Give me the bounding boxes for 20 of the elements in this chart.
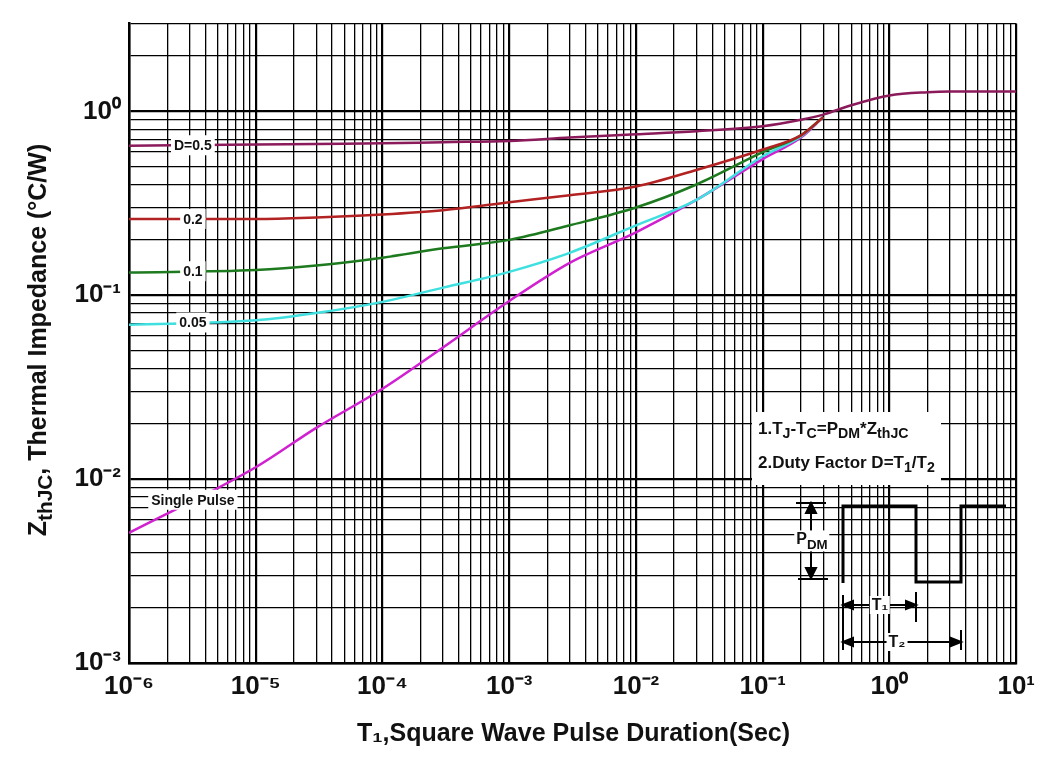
series-label: 0.2 — [183, 210, 203, 227]
x-tick-label: 10⁻³ — [485, 669, 533, 700]
x-tick-label: 10⁻⁴ — [357, 669, 408, 700]
series-label: D=0.5 — [174, 136, 212, 153]
series-label: 0.05 — [179, 314, 207, 331]
y-tick-label: 10⁻¹ — [74, 278, 121, 309]
x-tick-label: 10¹ — [997, 669, 1035, 700]
annotation: T₂ — [886, 633, 908, 651]
series-label: Single Pulse — [151, 491, 235, 508]
x-tick-label: 10⁰ — [870, 669, 910, 700]
x-axis-title: T₁,Square Wave Pulse Duration(Sec) — [355, 718, 792, 747]
y-tick-label: 10⁰ — [83, 94, 122, 125]
y-tick-label: 10⁻² — [74, 462, 122, 493]
x-tick-label: 10⁻² — [612, 669, 660, 700]
x-tick-label: 10⁻¹ — [739, 669, 787, 700]
annotation: 1.T$_{J}$-T$_{C}$=P$_{DM}$*Z$_{thJC}$ — [758, 419, 909, 442]
series-label: 0.1 — [183, 263, 203, 280]
annotation: P$_{DM}$ — [794, 530, 830, 552]
x-tick-label: 10⁻⁵ — [230, 669, 281, 700]
annotation: 2.Duty Factor D=T$_{1}$/T$_{2}$ — [758, 453, 935, 476]
